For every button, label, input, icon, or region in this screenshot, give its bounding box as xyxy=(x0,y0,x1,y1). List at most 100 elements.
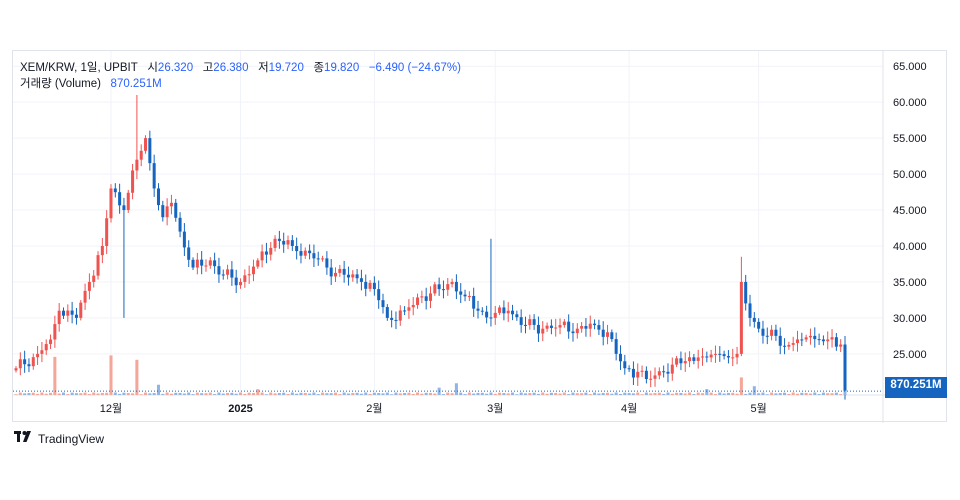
y-tick-label: 35.000 xyxy=(893,277,927,289)
candle-body xyxy=(485,311,489,318)
candle-body xyxy=(256,260,260,267)
volume-bar xyxy=(705,389,709,395)
volume-bar xyxy=(27,393,31,395)
candle-body xyxy=(290,240,294,246)
volume-bar xyxy=(536,393,540,395)
candle-body xyxy=(523,324,528,326)
volume-bar xyxy=(783,392,787,395)
candle-body xyxy=(606,332,610,337)
volume-bar xyxy=(675,392,679,395)
volume-bar xyxy=(191,394,195,395)
volume-bar xyxy=(493,393,497,395)
volume-bar xyxy=(489,392,493,395)
volume-bar xyxy=(424,392,428,395)
candle-body xyxy=(264,251,268,255)
candle-body xyxy=(601,329,605,337)
volume-bar xyxy=(411,393,415,395)
candle-body xyxy=(636,371,640,378)
candle-body xyxy=(411,304,415,308)
x-tick-label: 2025 xyxy=(228,403,252,415)
candle-body xyxy=(416,297,420,305)
candle-body xyxy=(657,371,661,376)
volume-bar xyxy=(243,393,247,395)
candle-body xyxy=(14,368,18,371)
volume-bar xyxy=(303,392,307,395)
candle-body xyxy=(36,353,40,358)
candle-body xyxy=(472,295,476,309)
low-value: 19.720 xyxy=(268,62,304,74)
volume-bar xyxy=(273,393,277,395)
volume-bar xyxy=(260,392,264,395)
candle-body xyxy=(783,345,787,347)
volume-bar xyxy=(113,392,117,395)
volume-bar xyxy=(614,392,618,395)
candle-body xyxy=(735,353,739,358)
volume-bar xyxy=(118,393,122,395)
candle-body xyxy=(696,357,700,361)
volume-bar xyxy=(662,393,666,395)
volume-bar xyxy=(791,392,795,395)
candle-body xyxy=(182,231,186,248)
volume-bar xyxy=(282,392,286,395)
volume-bar xyxy=(346,393,350,395)
volume-bar xyxy=(182,393,186,395)
candle-body xyxy=(489,317,493,319)
candle-body xyxy=(169,202,173,207)
candle-body xyxy=(273,238,277,248)
volume-bar xyxy=(333,392,338,395)
candle-body xyxy=(644,370,648,380)
volume-bar xyxy=(731,392,735,395)
x-tick-label: 4월 xyxy=(621,402,637,415)
volume-bar xyxy=(532,392,536,395)
volume-bar xyxy=(450,393,454,395)
candle-body xyxy=(653,375,657,379)
candle-body xyxy=(441,289,445,291)
chart-frame[interactable]: 65.000 60.000 55.000 50.000 45.000 40.000 35.0… xyxy=(12,50,948,423)
candle-body xyxy=(433,284,437,294)
y-tick-label: 55.000 xyxy=(893,133,927,145)
volume-bar xyxy=(463,394,467,395)
candle-body xyxy=(152,163,156,189)
tradingview-logo[interactable]: TradingView xyxy=(14,431,104,446)
candlestick-chart[interactable]: 65.000 60.000 55.000 50.000 45.000 40.000 35.0… xyxy=(13,51,948,423)
candle-body xyxy=(27,364,31,367)
candle-body xyxy=(515,314,519,318)
volume-bar xyxy=(390,394,394,395)
volume-bar xyxy=(36,393,40,395)
candle-body xyxy=(675,358,679,365)
candle-body xyxy=(476,308,480,311)
candle-body xyxy=(316,258,320,260)
candle-body xyxy=(286,240,290,245)
candle-body xyxy=(424,296,428,301)
volume-bar xyxy=(433,393,437,395)
candle-body xyxy=(808,335,812,338)
volume-bar xyxy=(722,393,726,395)
candle-body xyxy=(761,328,765,336)
volume-bar xyxy=(830,393,834,395)
candle-body xyxy=(813,335,817,340)
volume-bar xyxy=(57,393,61,395)
volume-bar xyxy=(588,394,592,395)
open-value: 26.320 xyxy=(157,62,194,74)
volume-bar xyxy=(139,394,143,395)
candle-body xyxy=(44,344,48,351)
volume-bar xyxy=(299,392,303,395)
volume-bar xyxy=(234,393,238,395)
candle-body xyxy=(381,300,385,308)
volume-bar xyxy=(839,394,843,395)
volume-bar xyxy=(467,392,471,395)
volume-bar xyxy=(416,392,420,395)
open-label: 시 xyxy=(147,62,158,74)
close-value: 19.820 xyxy=(324,62,360,74)
volume-bar xyxy=(23,393,27,395)
volume-bar xyxy=(18,392,22,395)
candle-body xyxy=(575,328,579,334)
volume-bar xyxy=(446,392,450,395)
volume-bar xyxy=(325,393,329,395)
volume-bar xyxy=(152,393,156,395)
volume-bar xyxy=(290,392,294,395)
high-value: 26.380 xyxy=(213,62,249,74)
candle-body xyxy=(92,275,96,282)
candle-body xyxy=(178,217,182,232)
candle-body xyxy=(791,343,795,345)
